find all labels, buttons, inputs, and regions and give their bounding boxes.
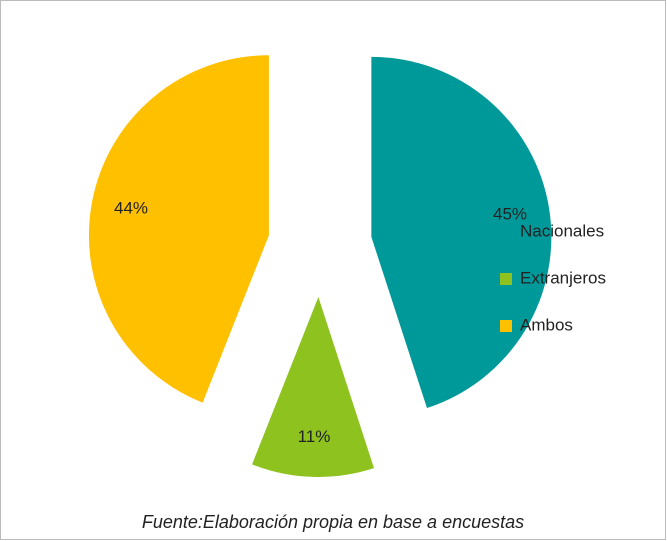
data-label: 44% [114, 198, 148, 217]
legend-swatch [500, 273, 512, 285]
legend-swatch [500, 226, 512, 238]
legend-label: Extranjeros [520, 268, 606, 287]
pie-slice [252, 296, 374, 477]
data-label: 11% [298, 427, 331, 446]
data-label: 45% [493, 204, 527, 223]
legend-label: Ambos [520, 315, 573, 334]
pie-slice [88, 55, 269, 403]
legend-label: Nacionales [520, 221, 604, 240]
legend-swatch [500, 320, 512, 332]
caption: Fuente:Elaboración propia en base a encu… [142, 512, 524, 532]
